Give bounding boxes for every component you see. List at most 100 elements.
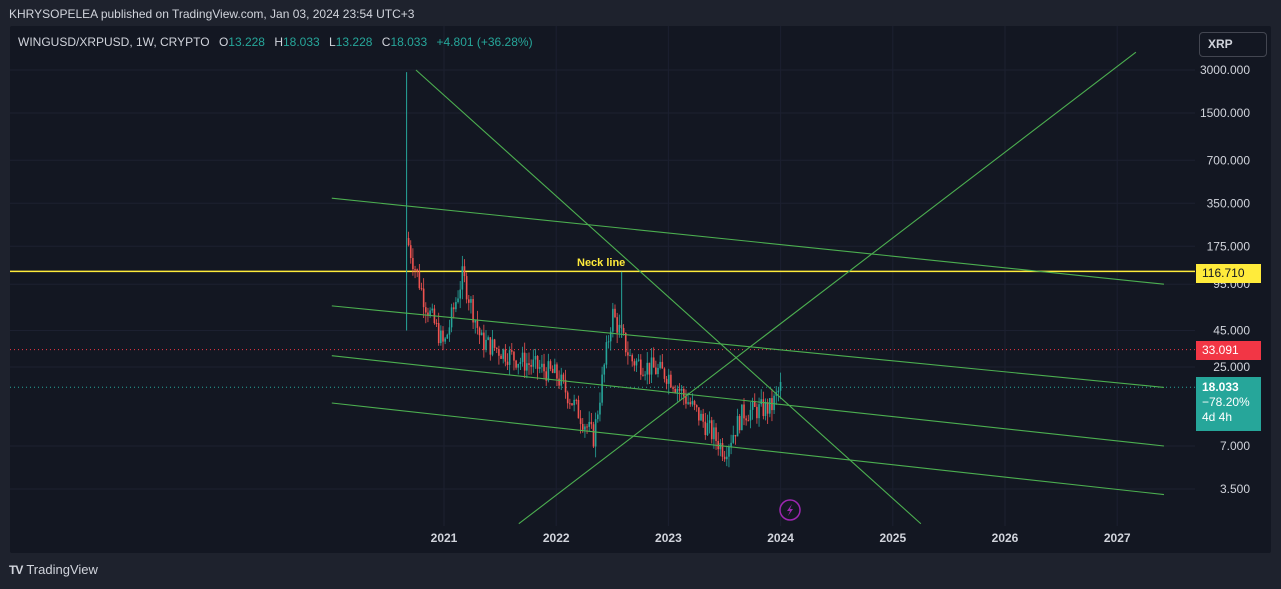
candle-body bbox=[622, 327, 625, 333]
candle-body bbox=[655, 367, 657, 375]
trend-line bbox=[331, 402, 1165, 496]
candle-body bbox=[683, 388, 685, 397]
high-key: H bbox=[274, 35, 283, 49]
candle-body bbox=[489, 337, 492, 355]
candle-body bbox=[412, 258, 414, 270]
candle-body bbox=[710, 420, 713, 440]
low-value: 13.228 bbox=[335, 35, 373, 49]
candle-body bbox=[506, 361, 509, 365]
candle-body bbox=[435, 323, 438, 325]
candles bbox=[406, 72, 782, 468]
x-tick-label: 2026 bbox=[992, 531, 1019, 545]
candle-body bbox=[706, 423, 709, 436]
candle-body bbox=[427, 312, 429, 316]
compare-symbol-button[interactable]: XRP bbox=[1199, 32, 1267, 57]
candle-body bbox=[543, 363, 545, 372]
candle-body bbox=[478, 327, 481, 336]
last-price-tag: 18.033 −78.20% 4d 4h bbox=[1196, 377, 1261, 431]
candle-body bbox=[687, 402, 689, 404]
price-chart[interactable]: 3000.0001500.000700.000350.000175.00095.… bbox=[10, 26, 1271, 553]
candle-body bbox=[446, 334, 449, 339]
symbol-title: WINGUSD/XRPUSD, 1W, CRYPTO bbox=[18, 35, 210, 49]
x-tick-label: 2024 bbox=[767, 531, 794, 545]
candle-body bbox=[431, 308, 434, 311]
candle-body bbox=[650, 357, 653, 375]
x-tick-label: 2025 bbox=[879, 531, 906, 545]
candle-body bbox=[480, 332, 483, 336]
candle-body bbox=[661, 361, 664, 369]
candle-body bbox=[640, 359, 642, 375]
candle-body bbox=[463, 266, 466, 277]
candle-body bbox=[528, 363, 530, 365]
candle-body bbox=[579, 418, 582, 424]
candle-body bbox=[726, 456, 728, 460]
candle-body bbox=[713, 427, 715, 440]
candle-body bbox=[472, 299, 474, 323]
candle-body bbox=[657, 367, 659, 375]
ohlc-legend: WINGUSD/XRPUSD, 1W, CRYPTO O13.228 H18.0… bbox=[18, 35, 533, 49]
y-tick-label: 25.000 bbox=[1213, 360, 1250, 374]
candle-body bbox=[691, 401, 694, 405]
candle-body bbox=[743, 404, 745, 419]
candle-body bbox=[762, 399, 765, 417]
candle-body bbox=[526, 363, 528, 371]
x-axis: 2021 2022 2023 2024 2025 2026 2027 bbox=[431, 531, 1131, 545]
candle-body bbox=[648, 362, 651, 375]
candle-body bbox=[470, 299, 472, 303]
last-price: 18.033 bbox=[1202, 380, 1239, 394]
candle-body bbox=[468, 299, 470, 303]
trend-lines bbox=[331, 51, 1165, 525]
candle-body bbox=[554, 364, 556, 373]
candle-body bbox=[667, 374, 670, 384]
candle-body bbox=[753, 401, 756, 407]
candle-body bbox=[588, 421, 590, 427]
candle-body bbox=[594, 419, 597, 447]
candle-body bbox=[695, 405, 698, 408]
chart-frame[interactable] bbox=[10, 26, 1271, 553]
candle-body bbox=[769, 398, 771, 414]
candle-body bbox=[562, 374, 565, 380]
candle-body bbox=[573, 399, 575, 406]
candle-body bbox=[418, 271, 421, 289]
horizontal-levels bbox=[10, 270, 1195, 388]
x-tick-label: 2022 bbox=[543, 531, 570, 545]
x-tick-label: 2021 bbox=[431, 531, 458, 545]
candle-body bbox=[732, 435, 735, 443]
candle-body bbox=[637, 359, 640, 361]
candle-body bbox=[685, 396, 687, 404]
candle-body bbox=[599, 402, 601, 415]
open-key: O bbox=[218, 35, 229, 49]
candle-body bbox=[764, 402, 767, 417]
y-tick-label: 3.500 bbox=[1220, 482, 1250, 496]
bar-countdown: 4d 4h bbox=[1202, 410, 1233, 424]
candle-body bbox=[779, 381, 782, 391]
candle-body bbox=[581, 423, 584, 430]
candle-body bbox=[758, 404, 760, 419]
candle-body bbox=[745, 418, 747, 421]
neck-price-tag: 116.710 bbox=[1196, 264, 1261, 283]
candle-body bbox=[575, 399, 578, 401]
candle-body bbox=[676, 388, 679, 393]
footer-brand[interactable]: TV TradingView bbox=[9, 562, 98, 577]
candle-body bbox=[500, 355, 502, 359]
candle-body bbox=[674, 388, 676, 393]
candle-body bbox=[571, 403, 573, 406]
candle-body bbox=[519, 361, 522, 364]
candle-body bbox=[751, 401, 754, 410]
candle-body bbox=[659, 361, 661, 368]
candle-body bbox=[538, 367, 541, 369]
candle-body bbox=[545, 371, 547, 381]
candle-body bbox=[586, 426, 588, 428]
candle-body bbox=[551, 368, 554, 373]
candle-body bbox=[678, 388, 681, 391]
candle-body bbox=[487, 337, 489, 340]
candle-body bbox=[601, 374, 603, 403]
lightning-icon[interactable] bbox=[779, 499, 801, 521]
candle-body bbox=[564, 379, 567, 393]
candle-body bbox=[483, 332, 485, 350]
candle-body bbox=[715, 427, 717, 442]
candle-body bbox=[508, 350, 511, 365]
candle-body bbox=[700, 413, 702, 421]
candle-body bbox=[476, 320, 479, 328]
y-tick-label: 175.000 bbox=[1207, 239, 1251, 253]
